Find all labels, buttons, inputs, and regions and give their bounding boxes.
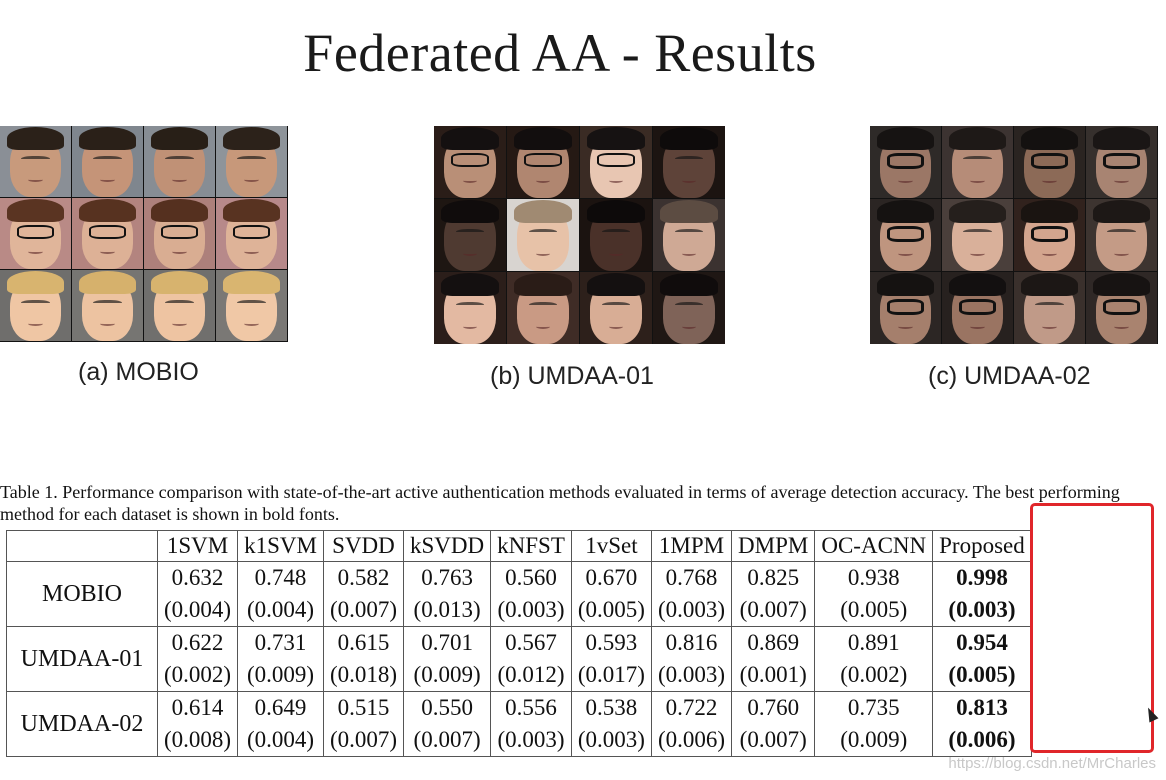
table-cell: 0.735 (0.009) [814,691,934,757]
table-caption: Table 1. Performance comparison with sta… [0,482,1120,524]
table-row: UMDAA-01 0.622 (0.002) 0.731 (0.009) 0.615… [6,626,1032,692]
best-cell: 0.813 (0.006) [932,691,1032,757]
face-image [216,126,287,197]
face-image [434,126,506,198]
face-image [942,199,1013,271]
face-image [1014,126,1085,198]
table-cell: 0.825 (0.007) [731,561,816,627]
face-image [144,198,215,269]
table-cell: 0.938 (0.005) [814,561,934,627]
column-header: OC-ACNN [814,530,934,562]
face-image [72,198,143,269]
face-image [434,199,506,271]
face-image [942,272,1013,344]
column-header: Proposed [932,530,1032,562]
table-cell: 0.869 (0.001) [731,626,816,692]
table-cell: 0.593 (0.017) [570,626,652,692]
row-label: UMDAA-01 [6,626,158,692]
face-image [72,270,143,341]
mobio-face-grid [0,126,288,342]
table-row: MOBIO 0.632 (0.004) 0.748 (0.004) 0.582 (0.… [6,561,1032,627]
column-header: DMPM [731,530,816,562]
dataset-caption-mobio: (a) MOBIO [78,358,199,386]
face-image [0,270,71,341]
table-cell: 0.614 (0.008) [156,691,239,757]
column-header: kSVDD [403,530,492,562]
table-cell: 0.567 (0.012) [490,626,572,692]
face-image [580,272,652,344]
face-image [1014,272,1085,344]
face-image [870,272,941,344]
best-cell: 0.998 (0.003) [932,561,1032,627]
results-table: 1SVM k1SVM SVDD kSVDD kNFST 1vSet 1MPM D… [6,530,1032,757]
face-image [653,126,725,198]
table-corner-cell [6,530,158,562]
column-header: kNFST [490,530,572,562]
table-cell: 0.556 (0.003) [490,691,572,757]
face-image [507,272,579,344]
face-image [870,126,941,198]
table-cell: 0.649 (0.004) [237,691,324,757]
table-cell: 0.763 (0.013) [403,561,492,627]
face-image [216,270,287,341]
table-cell: 0.622 (0.002) [156,626,239,692]
table-header-row: 1SVM k1SVM SVDD kSVDD kNFST 1vSet 1MPM D… [6,530,1032,562]
face-image [1086,126,1157,198]
table-cell: 0.670 (0.005) [570,561,652,627]
dataset-caption-umdaa02: (c) UMDAA-02 [928,362,1091,390]
table-row: UMDAA-02 0.614 (0.008) 0.649 (0.004) 0.515… [6,691,1032,757]
face-image [653,199,725,271]
table-cell: 0.768 (0.003) [650,561,733,627]
column-header: SVDD [322,530,405,562]
face-image [216,198,287,269]
face-image [434,272,506,344]
table-cell: 0.560 (0.003) [490,561,572,627]
table-cell: 0.722 (0.006) [650,691,733,757]
table-cell: 0.632 (0.004) [156,561,239,627]
column-header: 1MPM [650,530,733,562]
face-image [72,126,143,197]
table-cell: 0.615 (0.018) [322,626,405,692]
face-image [1014,199,1085,271]
best-cell: 0.954 (0.005) [932,626,1032,692]
table-cell: 0.701 (0.009) [403,626,492,692]
table-cell: 0.515 (0.007) [322,691,405,757]
face-image [144,270,215,341]
table-cell: 0.550 (0.007) [403,691,492,757]
face-image [580,199,652,271]
face-image [942,126,1013,198]
face-image [1086,199,1157,271]
column-header: 1vSet [570,530,652,562]
dataset-caption-umdaa01: (b) UMDAA-01 [490,362,654,390]
column-header: 1SVM [156,530,239,562]
row-label: MOBIO [6,561,158,627]
table-cell: 0.538 (0.003) [570,691,652,757]
face-image [507,199,579,271]
face-image [507,126,579,198]
table-cell: 0.760 (0.007) [731,691,816,757]
face-image [0,198,71,269]
slide-title: Federated AA - Results [303,23,817,83]
table-cell: 0.731 (0.009) [237,626,324,692]
face-image [0,126,71,197]
table-cell: 0.891 (0.002) [814,626,934,692]
face-image [144,126,215,197]
umdaa01-face-grid [434,126,725,344]
face-image [580,126,652,198]
face-image [870,199,941,271]
table-cell: 0.748 (0.004) [237,561,324,627]
proposed-column-highlight [1030,503,1154,753]
column-header: k1SVM [237,530,324,562]
watermark-text: https://blog.csdn.net/MrCharles [948,755,1156,772]
row-label: UMDAA-02 [6,691,158,757]
table-cell: 0.816 (0.003) [650,626,733,692]
face-image [653,272,725,344]
face-image [1086,272,1157,344]
table-cell: 0.582 (0.007) [322,561,405,627]
umdaa02-face-grid [870,126,1158,344]
